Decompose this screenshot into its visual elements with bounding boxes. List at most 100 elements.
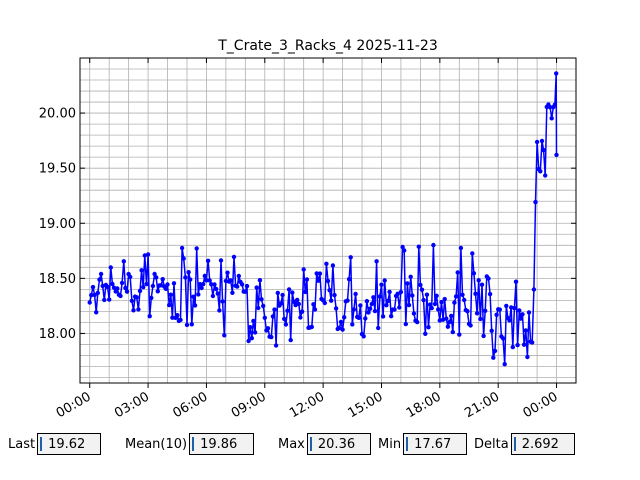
stat-delta-field[interactable]: 2.692 <box>510 433 575 455</box>
data-point <box>275 290 280 296</box>
y-tick-label: 19.00 <box>39 217 76 232</box>
data-point <box>547 105 553 110</box>
data-point <box>340 327 345 332</box>
data-point <box>192 303 198 308</box>
data-point <box>539 138 545 144</box>
stat-last-field[interactable]: 19.62 <box>37 433 102 455</box>
data-point <box>272 307 277 312</box>
data-point <box>282 316 287 322</box>
data-point <box>486 276 491 281</box>
stat-delta: Delta 2.692 <box>474 431 575 457</box>
data-point <box>411 311 417 316</box>
data-point <box>416 244 421 249</box>
data-point <box>155 289 160 294</box>
data-point <box>434 293 439 298</box>
data-point <box>218 258 224 263</box>
data-point <box>458 245 464 251</box>
data-point <box>473 291 478 296</box>
data-point <box>479 282 485 287</box>
x-tick-label: 06:00 <box>170 389 210 421</box>
data-point <box>257 278 263 283</box>
data-point <box>239 282 245 287</box>
data-point <box>295 297 300 303</box>
stat-mean-field[interactable]: 19.86 <box>189 433 255 455</box>
stat-min-label: Min <box>378 436 402 452</box>
data-point <box>256 305 261 311</box>
y-tick-label: 19.50 <box>39 162 76 177</box>
data-point <box>261 303 266 309</box>
data-point <box>476 278 481 283</box>
data-point <box>189 322 194 327</box>
data-point <box>356 315 361 320</box>
data-point <box>483 308 488 313</box>
data-point <box>345 298 350 303</box>
line-chart: 18.00 18.50 19.00 19.50 20.00 00:00 03:00 06:00… <box>39 38 577 421</box>
data-point <box>184 322 190 328</box>
data-point <box>102 297 107 303</box>
data-point <box>497 307 502 312</box>
data-point <box>462 297 467 303</box>
data-point <box>235 284 240 289</box>
data-point <box>533 199 538 205</box>
data-point <box>270 314 276 319</box>
data-point <box>188 277 193 282</box>
data-point <box>371 295 376 300</box>
data-point <box>129 298 135 303</box>
stat-max-field[interactable]: 20.36 <box>306 433 371 455</box>
data-point <box>418 282 423 288</box>
data-point <box>171 281 177 286</box>
data-point <box>228 278 233 283</box>
data-point <box>152 271 157 277</box>
data-point <box>154 275 159 280</box>
data-point <box>554 152 559 158</box>
data-point <box>403 321 408 327</box>
data-point <box>225 270 230 275</box>
data-point <box>183 275 188 280</box>
data-point <box>262 315 267 320</box>
data-point <box>552 102 558 107</box>
data-point <box>178 317 183 323</box>
x-tick-label: 00:00 <box>521 389 561 421</box>
data-point <box>230 290 235 295</box>
data-point <box>121 259 127 264</box>
data-point <box>494 312 499 317</box>
data-point <box>119 280 125 286</box>
data-point <box>453 294 459 299</box>
data-point <box>244 283 250 289</box>
data-point <box>299 309 305 314</box>
data-point <box>312 307 318 312</box>
data-point <box>288 337 293 343</box>
data-point <box>512 305 517 311</box>
stat-last-label: Last <box>8 436 36 452</box>
data-point <box>554 71 559 76</box>
data-point <box>248 325 253 330</box>
data-point <box>160 277 165 282</box>
data-point <box>380 314 386 319</box>
y-tick-label: 18.50 <box>39 272 76 287</box>
stats-panel: Last 19.62 Mean(10) 19.86 Max 20.36 Min … <box>0 431 640 457</box>
data-point <box>149 295 154 301</box>
data-point <box>520 312 525 317</box>
data-point <box>212 282 217 287</box>
data-point <box>128 274 133 280</box>
data-point <box>474 311 480 316</box>
data-point <box>291 299 297 304</box>
data-point <box>507 318 512 323</box>
data-point <box>170 315 175 320</box>
stat-min-field[interactable]: 17.67 <box>403 433 468 455</box>
data-point <box>346 277 352 282</box>
data-point <box>449 313 454 319</box>
data-point <box>123 285 128 291</box>
data-point <box>397 305 402 310</box>
y-tick-label: 20.00 <box>39 107 76 122</box>
data-point <box>521 342 527 347</box>
data-point <box>175 313 180 318</box>
data-point <box>118 293 123 299</box>
stat-max-label: Max <box>278 436 305 452</box>
data-point <box>168 292 173 297</box>
series-temperature <box>87 71 559 367</box>
data-point <box>204 278 209 283</box>
data-point <box>445 324 451 329</box>
data-point <box>468 323 473 328</box>
data-point <box>398 289 404 295</box>
